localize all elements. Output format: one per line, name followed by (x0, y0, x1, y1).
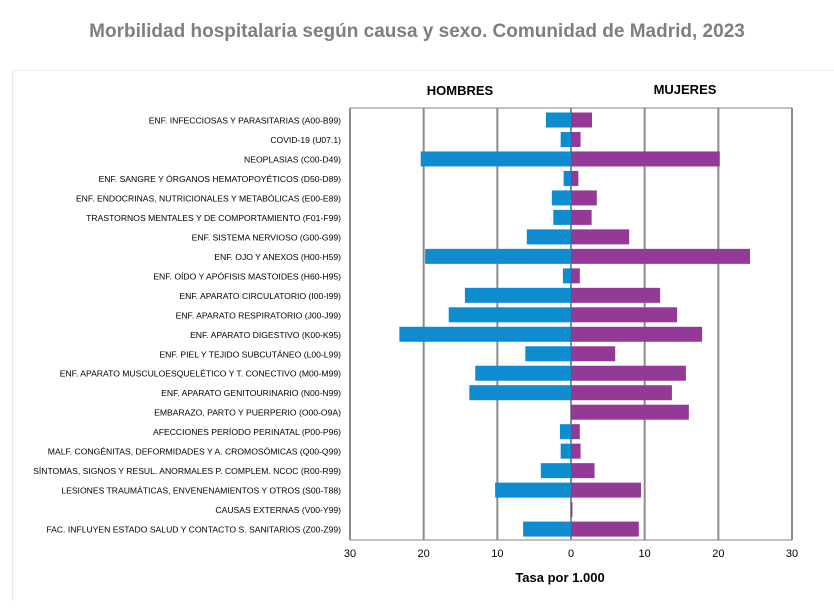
bar-mujeres (571, 209, 592, 225)
x-tick-label: 10 (491, 548, 503, 560)
bar-hombres (399, 326, 571, 342)
category-label: ENF. APARATO RESPIRATORIO (J00-J99) (176, 310, 342, 320)
bar-mujeres (571, 326, 703, 342)
bar-hombres (559, 424, 571, 440)
category-label: COVID-19 (U07.1) (270, 135, 341, 145)
x-axis-label: Tasa por 1.000 (515, 570, 604, 585)
bar-hombres (525, 346, 571, 362)
chart-title: Morbilidad hospitalaria según causa y se… (89, 21, 745, 42)
bar-mujeres (571, 190, 597, 206)
x-tick-label: 30 (786, 548, 798, 560)
bar-hombres (464, 287, 571, 303)
chart-frame (12, 70, 834, 601)
category-label: ENF. APARATO DIGESTIVO (K00-K95) (190, 330, 341, 340)
bar-hombres (526, 229, 571, 245)
bar-mujeres (571, 365, 686, 381)
bar-mujeres (571, 287, 661, 303)
bar-mujeres (571, 112, 592, 128)
bar-hombres (553, 209, 571, 225)
category-label: ENF. APARATO MUSCULOESQUELÉTICO Y T. CON… (60, 369, 341, 379)
bar-hombres (523, 521, 571, 537)
category-label: ENF. SISTEMA NERVIOSO (G00-G99) (192, 232, 341, 242)
bar-mujeres (571, 424, 580, 440)
bar-mujeres (571, 248, 751, 264)
x-tick-label: 30 (344, 548, 356, 560)
bar-mujeres (571, 268, 580, 284)
category-label: ENF. OJO Y ANEXOS (H00-H59) (214, 252, 341, 262)
category-label: ENF. APARATO GENITOURINARIO (N00-N99) (161, 388, 341, 398)
category-label: ENF. PIEL Y TEJIDO SUBCUTÁNEO (L00-L99) (159, 349, 341, 359)
bar-mujeres (571, 229, 630, 245)
category-label: ENF. SANGRE Y ÓRGANOS HEMATOPOYÉTICOS (D… (99, 174, 342, 184)
category-label: MALF. CONGÉNITAS, DEFORMIDADES Y A. CROM… (48, 447, 341, 457)
bar-mujeres (571, 346, 616, 362)
category-label: CAUSAS EXTERNAS (V00-Y99) (215, 505, 341, 515)
category-label: ENF. APARATO CIRCULATORIO (I00-I99) (179, 291, 341, 301)
category-label: ENF. OÍDO Y APÓFISIS MASTOIDES (H60-H95) (153, 271, 341, 281)
bar-mujeres (571, 131, 581, 147)
bar-mujeres (571, 521, 639, 537)
bar-hombres (495, 482, 571, 498)
bar-mujeres (571, 151, 720, 167)
bar-hombres (560, 131, 571, 147)
bar-hombres (475, 365, 571, 381)
category-label: NEOPLASIAS (C00-D49) (244, 154, 341, 164)
bar-hombres (425, 248, 571, 264)
category-label: EMBARAZO, PARTO Y PUERPERIO (O00-O9A) (154, 408, 341, 418)
legend-mujeres: MUJERES (654, 82, 717, 97)
x-tick-label: 0 (568, 548, 574, 560)
bar-mujeres (571, 502, 573, 518)
x-tick-label: 20 (418, 548, 430, 560)
category-label: LESIONES TRAUMÁTICAS, ENVENENAMIENTOS Y … (61, 486, 341, 496)
bar-hombres (563, 170, 571, 186)
legend-hombres: HOMBRES (427, 83, 494, 98)
category-label: AFECCIONES PERÍODO PERINATAL (P00-P96) (153, 427, 341, 437)
bar-hombres (448, 307, 571, 323)
category-label: TRASTORNOS MENTALES Y DE COMPORTAMIENTO … (86, 213, 341, 223)
bar-mujeres (571, 307, 678, 323)
category-label: FAC. INFLUYEN ESTADO SALUD Y CONTACTO S.… (46, 525, 341, 535)
bar-hombres (420, 151, 571, 167)
bar-hombres (545, 112, 571, 128)
bar-hombres (469, 385, 571, 401)
bar-mujeres (571, 482, 641, 498)
bar-hombres (551, 190, 571, 206)
bar-mujeres (571, 170, 579, 186)
bar-mujeres (571, 404, 689, 420)
x-tick-label: 10 (639, 548, 651, 560)
bar-hombres (562, 268, 571, 284)
category-label: ENF. ENDOCRINAS, NUTRICIONALES Y METABÓL… (76, 193, 341, 203)
category-label: SÍNTOMAS, SIGNOS Y RESUL. ANORMALES P. C… (33, 466, 341, 476)
bar-mujeres (571, 463, 595, 479)
bar-mujeres (571, 385, 672, 401)
bar-mujeres (571, 443, 581, 459)
bar-hombres (560, 443, 571, 459)
bar-hombres (540, 463, 571, 479)
x-tick-label: 20 (712, 548, 724, 560)
category-label: ENF. INFECCIOSAS Y PARASITARIAS (A00-B99… (149, 116, 341, 126)
